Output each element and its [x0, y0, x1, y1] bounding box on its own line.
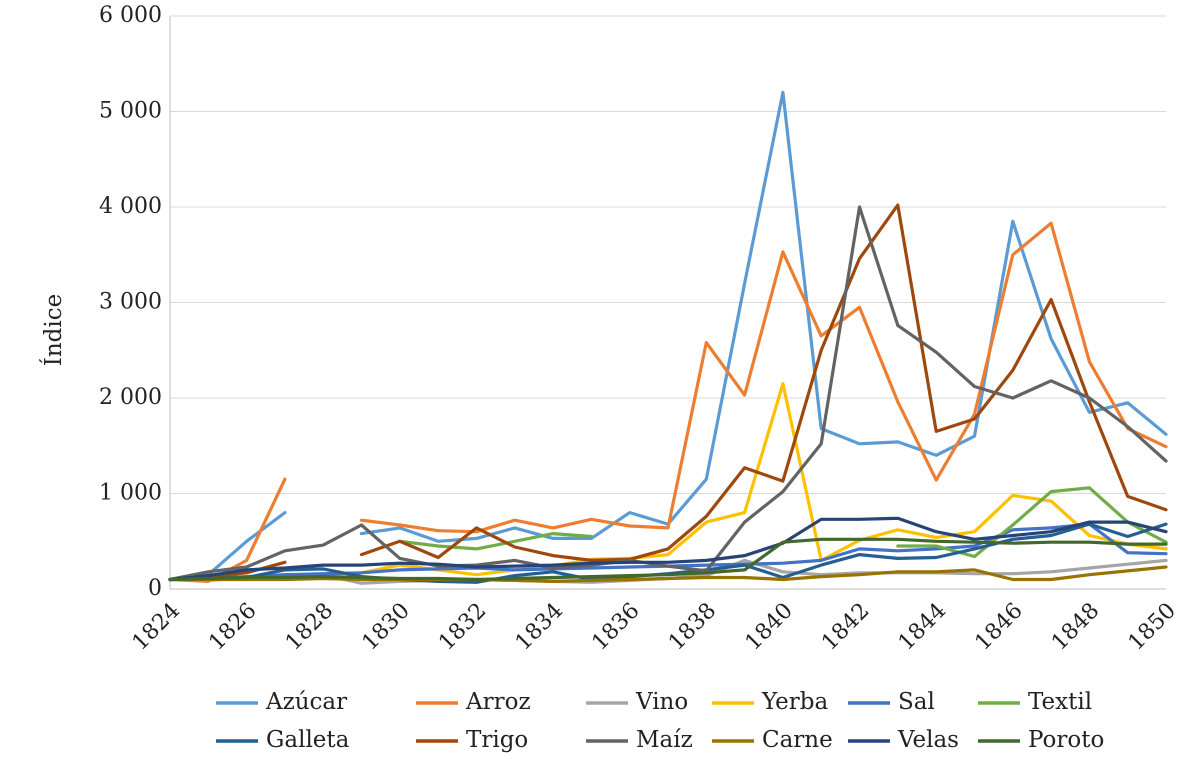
series-line-maíz: [168, 205, 1168, 582]
legend-label: Sal: [898, 689, 935, 715]
series-line-carne: [168, 565, 1168, 583]
legend-label: Trigo: [466, 727, 528, 753]
legend-label: Galleta: [266, 727, 350, 753]
legend-label: Carne: [762, 727, 833, 753]
series-lines: [168, 90, 1168, 585]
y-tick-labels: 0 1 000 2 000 3 000 4 000 5 000 6 000: [99, 3, 162, 601]
legend: Azúcar Arroz Vino Yerba Sal Textil Galleta Trig…: [216, 689, 1104, 753]
legend-label: Maíz: [636, 727, 693, 753]
y-tick-label: 4 000: [99, 194, 162, 219]
y-tick-label: 5 000: [99, 99, 162, 124]
legend-label: Vino: [635, 689, 688, 715]
series-line-velas: [168, 516, 1168, 582]
legend-label: Yerba: [761, 689, 829, 715]
series-line-textil: [398, 486, 1168, 559]
legend-label: Velas: [897, 727, 959, 753]
y-tick-label: 1 000: [99, 481, 162, 506]
axes: [169, 16, 1166, 590]
gridlines: [170, 15, 1166, 494]
series-line-poroto: [168, 537, 1168, 582]
y-tick-label: 2 000: [99, 385, 162, 410]
y-axis-label: Índice: [40, 294, 67, 366]
y-tick-label: 6 000: [99, 3, 162, 28]
legend-label: Poroto: [1028, 727, 1104, 753]
y-tick-label: 0: [148, 576, 162, 601]
y-tick-label: 3 000: [99, 290, 162, 315]
legend-label: Textil: [1028, 689, 1092, 715]
legend-label: Azúcar: [265, 689, 347, 715]
legend-label: Arroz: [465, 689, 531, 715]
